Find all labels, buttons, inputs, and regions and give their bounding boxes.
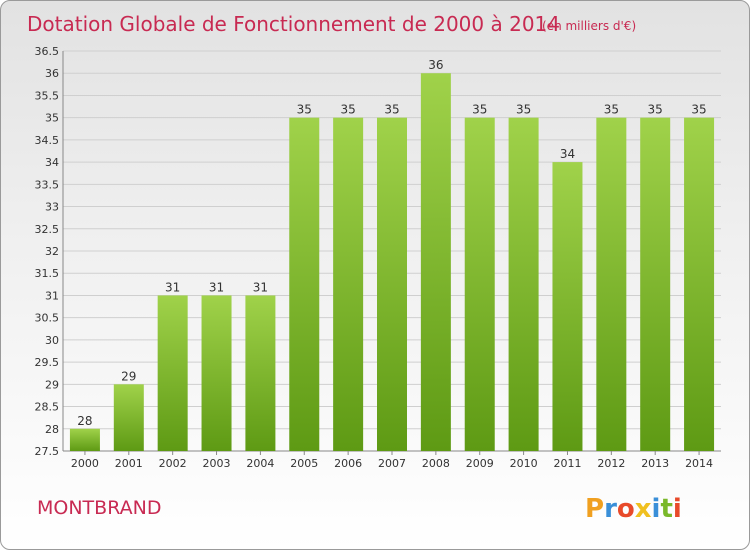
bar (69, 428, 100, 451)
bar (289, 117, 320, 452)
bar (596, 117, 627, 452)
bar (245, 295, 276, 451)
bar-value-label: 35 (648, 103, 663, 117)
logo-letter: t (660, 494, 672, 524)
bar-value-label: 35 (340, 103, 355, 117)
y-tick-label: 28.5 (35, 401, 60, 414)
y-tick-label: 30 (45, 334, 59, 347)
y-tick-label: 29.5 (35, 356, 60, 369)
bar (464, 117, 495, 452)
x-tick-label: 2000 (71, 457, 99, 470)
y-tick-label: 30.5 (35, 312, 60, 325)
bar (420, 73, 451, 451)
bar (157, 295, 188, 451)
bar-value-label: 35 (297, 103, 312, 117)
bar-value-label: 35 (384, 103, 399, 117)
x-tick-label: 2006 (334, 457, 362, 470)
logo-letter: i (673, 494, 682, 524)
bar-value-label: 31 (209, 280, 224, 294)
y-tick-label: 33 (45, 201, 59, 214)
logo-letter: P (585, 494, 604, 524)
x-tick-label: 2010 (510, 457, 538, 470)
bar (684, 117, 715, 452)
x-tick-label: 2003 (203, 457, 231, 470)
y-tick-label: 35.5 (35, 89, 60, 102)
bar-value-label: 31 (165, 280, 180, 294)
y-tick-label: 28 (45, 423, 59, 436)
x-tick-label: 2004 (246, 457, 274, 470)
bar (552, 162, 583, 451)
x-tick-label: 2012 (597, 457, 625, 470)
bar-value-label: 29 (121, 369, 136, 383)
bar-value-label: 34 (560, 147, 575, 161)
y-tick-label: 34.5 (35, 134, 60, 147)
bar-value-label: 31 (253, 280, 268, 294)
logo-letter: x (635, 494, 652, 524)
bars (69, 73, 715, 452)
chart-title: Dotation Globale de Fonctionnement de 20… (27, 12, 560, 36)
x-tick-label: 2009 (466, 457, 494, 470)
bar (640, 117, 671, 452)
bar (508, 117, 539, 452)
x-tick-label: 2014 (685, 457, 713, 470)
y-tick-label: 33.5 (35, 178, 60, 191)
y-tick-label: 32.5 (35, 223, 60, 236)
y-tick-label: 29 (45, 378, 59, 391)
y-tick-label: 36.5 (35, 45, 60, 58)
y-tick-label: 35 (45, 112, 59, 125)
chart-subtitle: (en milliers d'€) (542, 19, 636, 33)
bar-value-label: 35 (472, 103, 487, 117)
logo-letter: o (617, 494, 635, 524)
labels: 27.5 28 28.5 29 29.5 30 30.5 31 31.5 32 32.5 33 33.5… (35, 45, 714, 470)
bar (201, 295, 232, 451)
bar-value-label: 35 (691, 103, 706, 117)
x-tick-label: 2013 (641, 457, 669, 470)
y-tick-label: 31.5 (35, 267, 60, 280)
logo-letter: r (604, 494, 617, 524)
bar-value-label: 28 (77, 414, 92, 428)
x-tick-label: 2011 (553, 457, 581, 470)
bar (113, 384, 144, 451)
x-tick-label: 2005 (290, 457, 318, 470)
proxiti-logo: Proxiti (585, 494, 682, 524)
logo-letter: i (652, 494, 661, 524)
x-tick-label: 2007 (378, 457, 406, 470)
bar-value-label: 35 (604, 103, 619, 117)
bar-value-label: 35 (516, 103, 531, 117)
x-tick-label: 2002 (159, 457, 187, 470)
x-tick-label: 2001 (115, 457, 143, 470)
y-tick-label: 31 (45, 289, 59, 302)
y-tick-label: 34 (45, 156, 59, 169)
bar-value-label: 36 (428, 58, 443, 72)
bar (333, 117, 364, 452)
bar (377, 117, 407, 452)
y-tick-label: 32 (45, 245, 59, 258)
commune-name: MONTBRAND (37, 497, 161, 519)
x-tick-label: 2008 (422, 457, 450, 470)
y-tick-label: 36 (45, 67, 59, 80)
y-tick-label: 27.5 (35, 445, 60, 458)
